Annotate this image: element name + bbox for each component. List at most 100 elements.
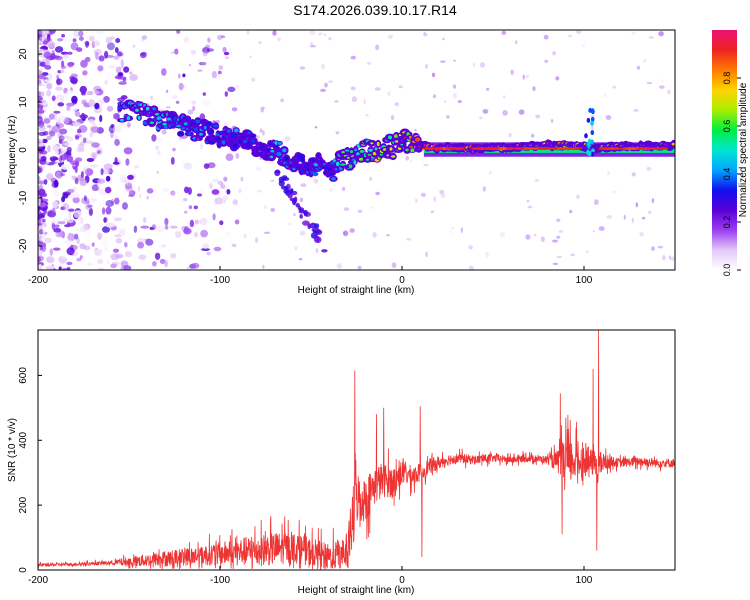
speckle-blob xyxy=(81,91,86,96)
speckle-blob xyxy=(178,82,184,91)
speckle-blob xyxy=(342,186,346,192)
speckle-blob xyxy=(567,34,572,38)
speckle-blob xyxy=(67,51,73,55)
speckle-blob xyxy=(84,235,90,243)
speckle-blob xyxy=(659,85,665,89)
speckle-blob xyxy=(515,40,518,45)
speckle-blob xyxy=(86,91,94,96)
branch-blob xyxy=(321,249,328,253)
speckle-blob xyxy=(38,228,44,235)
speckle-blob xyxy=(164,259,168,268)
speckle-blob xyxy=(42,228,46,236)
speckle-blob xyxy=(113,248,119,253)
speckle-blob xyxy=(38,234,46,242)
speckle-blob xyxy=(61,34,65,38)
track-core xyxy=(120,118,124,122)
speckle-blob xyxy=(106,260,110,265)
speckle-blob xyxy=(110,263,118,269)
speckle-blob xyxy=(367,62,372,65)
speckle-blob xyxy=(79,177,85,182)
speckle-blob xyxy=(172,147,176,152)
speckle-blob xyxy=(66,247,75,256)
track-hot-core xyxy=(636,147,648,150)
track-core xyxy=(118,106,122,110)
speckle-blob xyxy=(64,224,71,228)
speckle-blob xyxy=(479,62,486,68)
speckle-blob xyxy=(118,122,125,128)
track-core xyxy=(383,148,387,152)
track-core xyxy=(370,142,374,145)
track-core xyxy=(266,148,270,153)
speckle-blob xyxy=(89,131,94,138)
speckle-blob xyxy=(46,89,52,97)
speckle-blob xyxy=(115,38,121,43)
speckle-blob xyxy=(55,159,64,163)
speckle-blob xyxy=(387,34,394,39)
track-core xyxy=(218,131,224,135)
speckle-blob xyxy=(300,183,307,188)
speckle-blob xyxy=(128,194,134,197)
snr-x-ticks: -200 -100 0 100 xyxy=(28,566,593,586)
speckle-blob xyxy=(97,178,106,184)
speckle-blob xyxy=(527,205,533,209)
speckle-blob xyxy=(95,52,99,60)
speckle-blob xyxy=(235,153,240,159)
speckle-blob xyxy=(357,209,363,213)
speckle-blob xyxy=(223,176,228,182)
speckle-blob xyxy=(299,197,304,203)
speckle-blob xyxy=(556,218,561,222)
speckle-blob xyxy=(118,228,126,237)
speckle-blob xyxy=(540,236,545,242)
colorbar: 0.0 0.2 0.4 0.6 0.8 Normalized spectral ampl… xyxy=(712,30,749,276)
speckle-blob xyxy=(556,235,561,239)
speckle-blob xyxy=(91,184,100,192)
snr-background xyxy=(38,330,675,570)
speckle-blob xyxy=(97,212,103,217)
speckle-blob xyxy=(151,134,157,142)
speckle-blob xyxy=(43,222,47,228)
speckle-blob xyxy=(182,73,186,78)
speckle-blob xyxy=(97,258,104,264)
track-core xyxy=(386,154,390,157)
speckle-blob xyxy=(612,190,617,193)
speckle-blob xyxy=(134,165,138,170)
speckle-blob xyxy=(156,170,159,175)
speckle-blob xyxy=(294,246,298,251)
speckle-blob xyxy=(81,81,85,85)
speckle-blob xyxy=(534,179,540,183)
track-core xyxy=(231,133,235,138)
speckle-blob xyxy=(114,157,118,164)
speckle-blob xyxy=(38,125,46,132)
branch-blob xyxy=(281,177,290,181)
speckle-blob xyxy=(226,189,231,195)
chart-title: S174.2026.039.10.17.R14 xyxy=(293,2,457,18)
smear-blob xyxy=(590,130,595,136)
speckle-blob xyxy=(257,189,262,193)
colorbar-tick-label: 0.2 xyxy=(722,216,732,229)
speckle-blob xyxy=(336,263,343,269)
speckle-blob xyxy=(552,239,558,243)
speckle-blob xyxy=(229,47,232,53)
speckle-blob xyxy=(90,90,100,94)
speckle-blob xyxy=(90,126,100,133)
speckle-blob xyxy=(127,174,134,180)
track-core xyxy=(405,148,409,152)
speckle-blob xyxy=(657,245,664,249)
track-core xyxy=(152,107,156,111)
speckle-blob xyxy=(44,59,51,67)
speckle-blob xyxy=(231,243,237,247)
colorbar-tick-label: 0.4 xyxy=(722,168,732,181)
speckle-blob xyxy=(118,72,123,77)
speckle-blob xyxy=(313,178,319,184)
speckle-blob xyxy=(643,58,647,63)
speckle-blob xyxy=(80,224,90,232)
speckle-blob xyxy=(58,255,67,264)
speckle-blob xyxy=(76,128,82,134)
track-core xyxy=(156,116,163,121)
speckle-blob xyxy=(54,150,59,155)
speckle-blob xyxy=(54,55,63,61)
track-core xyxy=(349,150,354,154)
speckle-blob xyxy=(43,51,52,59)
speckle-blob xyxy=(170,157,175,165)
branch-blob xyxy=(299,214,303,219)
